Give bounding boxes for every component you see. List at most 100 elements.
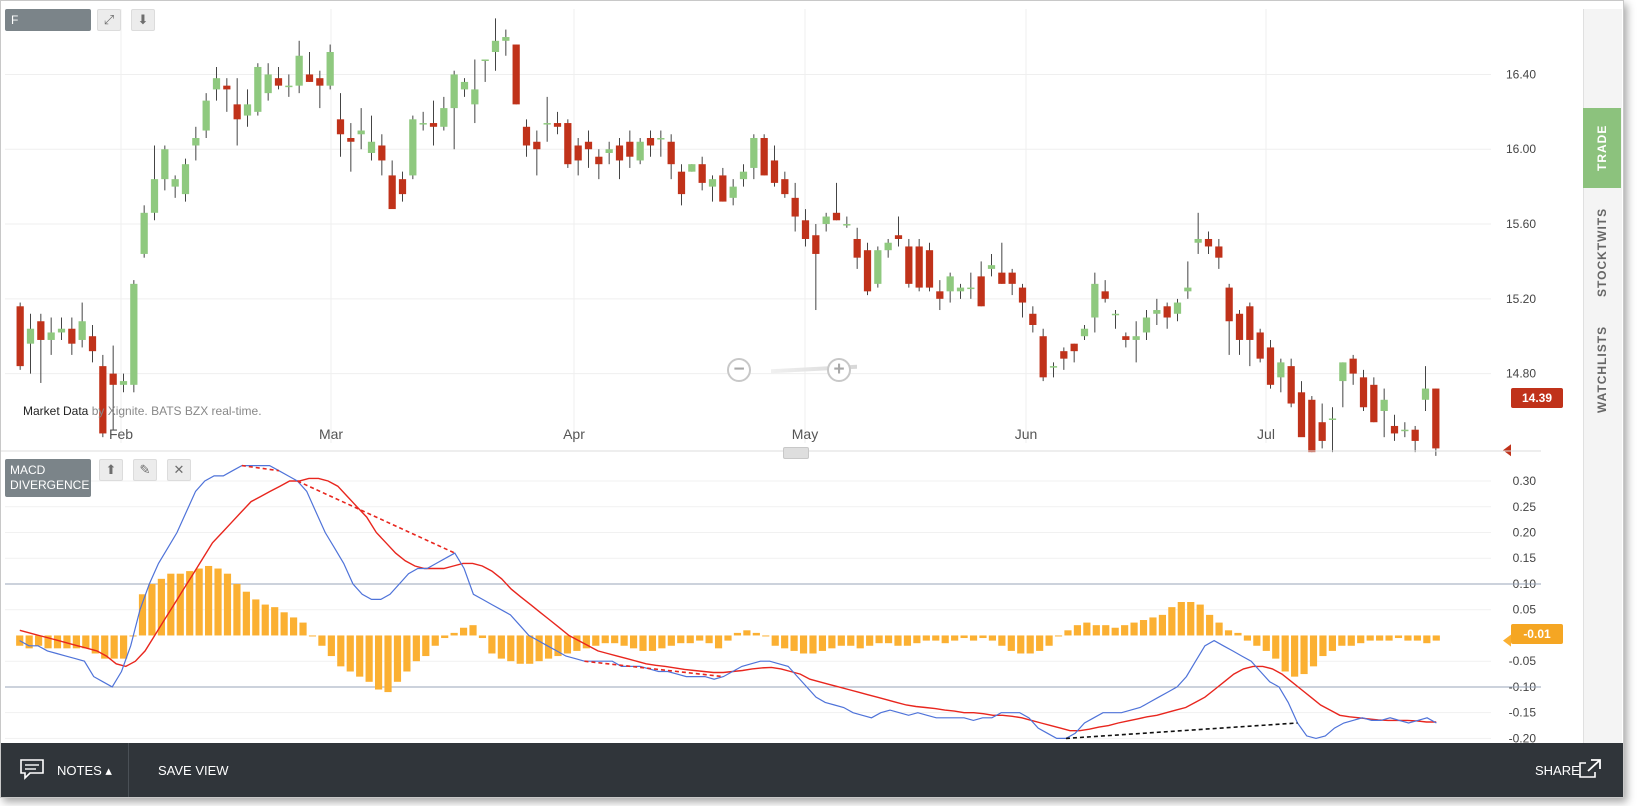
candle-body [161, 149, 169, 180]
divergence-line [584, 660, 724, 678]
zoom-out-icon[interactable]: − [727, 358, 751, 382]
candle [1256, 328, 1264, 363]
candle [626, 130, 634, 168]
macd-tick-label: -0.15 [1509, 706, 1537, 720]
candle-body [1101, 291, 1109, 299]
candle [915, 238, 923, 292]
candle [801, 209, 810, 247]
histogram-bar [988, 635, 997, 641]
histogram-bar [1281, 635, 1289, 672]
tab-trade[interactable]: TRADE [1583, 108, 1621, 188]
candle-body [26, 328, 35, 344]
candle [150, 145, 159, 221]
macd-divergence-label[interactable]: MACD DIVERGENCE [5, 459, 91, 497]
candle-body [1411, 429, 1419, 441]
candle-body [1184, 287, 1192, 292]
histogram-bar [1253, 635, 1261, 646]
save-view-button[interactable]: SAVE VIEW [158, 763, 229, 778]
tab-watchlists[interactable]: WATCHLISTS [1595, 325, 1609, 413]
candle [977, 261, 985, 307]
candle-body [274, 78, 283, 86]
candle-body [770, 160, 779, 183]
candle [1266, 339, 1275, 389]
notes-button[interactable]: NOTES ▴ [57, 763, 112, 778]
candle-body [419, 123, 427, 125]
histogram-bar [1338, 635, 1346, 646]
candle [233, 78, 241, 146]
histogram-bar [1083, 622, 1091, 636]
histogram-bar [611, 635, 619, 644]
histogram-bar [828, 635, 836, 649]
histogram-bar [356, 635, 364, 677]
candle [119, 373, 128, 393]
histogram-bar [1017, 635, 1025, 654]
pencil-icon[interactable]: ✎ [133, 459, 157, 481]
candle-body [998, 272, 1006, 284]
histogram-bar [91, 635, 99, 654]
histogram-bar [866, 635, 874, 646]
candle [791, 182, 799, 232]
candle-body [739, 171, 748, 180]
share-button[interactable]: SHARE [1535, 763, 1580, 778]
candle [1215, 238, 1223, 269]
footer-bar: NOTES ▴ SAVE VIEW SHARE [1, 743, 1623, 797]
histogram-bar [620, 635, 628, 646]
histogram-bar [214, 568, 222, 636]
histogram-bar [1319, 635, 1327, 657]
candle-body [791, 197, 799, 217]
speech-bubble-icon[interactable] [19, 758, 45, 780]
candle-body [750, 138, 758, 168]
chart-canvas[interactable]: 16.40 16.00 15.60 15.20 14.80 Feb Mar Apr May Jun… [1, 1, 1623, 743]
candle-body [1297, 392, 1306, 438]
candle [1328, 407, 1337, 453]
histogram-bar [365, 635, 373, 682]
histogram-bar [1404, 635, 1412, 641]
candle [667, 134, 675, 180]
candle [26, 313, 35, 374]
candle-body [212, 78, 221, 90]
histogram-bar [1224, 630, 1233, 636]
histogram-bar [1102, 625, 1110, 636]
candle-body [388, 175, 396, 210]
candle [502, 29, 510, 56]
candle-body [822, 216, 830, 225]
candle-body [357, 130, 365, 135]
candle [347, 123, 355, 172]
candle-body [1359, 377, 1368, 408]
candle-body [1018, 287, 1027, 303]
share-icon[interactable] [1577, 757, 1603, 779]
candle-body [657, 138, 665, 140]
candle [770, 145, 779, 187]
candle-body [977, 276, 985, 307]
candle [512, 44, 520, 105]
candle-body [1111, 313, 1120, 316]
histogram-bar [998, 635, 1006, 646]
candle-body [130, 283, 138, 385]
histogram-bar [979, 635, 987, 639]
tab-stocktwits[interactable]: STOCKTWITS [1595, 207, 1609, 297]
download-icon[interactable]: ⬇ [131, 9, 155, 31]
histogram-bar [1007, 635, 1015, 651]
symbol-label[interactable]: F [5, 9, 91, 31]
candle-body [336, 119, 345, 135]
candle-body [533, 141, 541, 150]
histogram-bar [450, 632, 458, 636]
close-icon[interactable]: ✕ [167, 459, 191, 481]
arrow-up-icon[interactable]: ⬆ [99, 459, 123, 481]
candle [316, 70, 324, 109]
histogram-bar [752, 632, 760, 636]
pane-resize-handle[interactable] [783, 447, 809, 459]
candle [584, 130, 593, 168]
histogram-bar [960, 635, 968, 639]
candle-body [1142, 317, 1151, 333]
expand-icon[interactable]: ⤢ [97, 9, 121, 31]
candle [109, 345, 117, 430]
candle-body [1308, 399, 1316, 453]
candle-body [1328, 418, 1337, 420]
zoom-in-icon[interactable]: + [827, 358, 851, 382]
month-tick-label: Mar [319, 426, 343, 442]
candle-body [760, 138, 768, 176]
candle [1070, 343, 1078, 363]
candle [1308, 396, 1316, 453]
histogram-bar [1196, 604, 1204, 636]
